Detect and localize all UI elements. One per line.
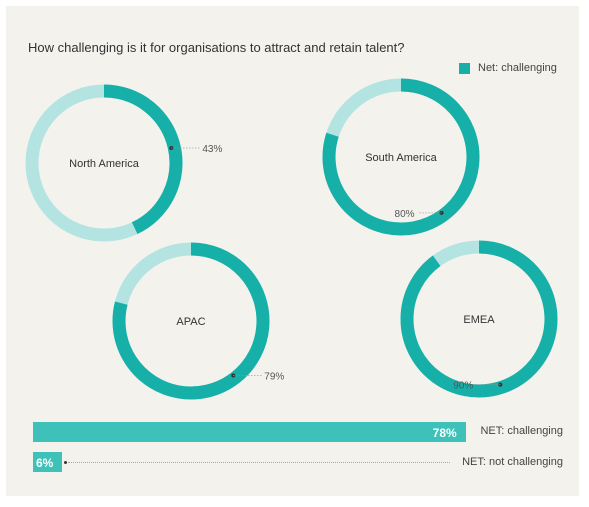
net-bars: 78% NET: challenging 6% NET: not challen… [33, 418, 563, 478]
value-label-north-america: 43% [202, 144, 222, 155]
legend: Net: challenging [459, 62, 557, 74]
value-label-emea: 90% [453, 381, 473, 392]
bar-label-not-challenging: NET: not challenging [462, 456, 563, 468]
region-label-south-america: South America [365, 152, 437, 164]
bar-row-challenging: 78% NET: challenging [33, 422, 563, 442]
bar-label-challenging: NET: challenging [480, 425, 563, 437]
donut-arc-north-america [103, 84, 183, 235]
bar-row-not-challenging: 6% NET: not challenging [33, 452, 563, 472]
legend-swatch [459, 62, 470, 74]
donut-arc-apac [112, 242, 270, 400]
region-label-north-america: North America [69, 158, 140, 170]
value-label-south-america: 80% [395, 209, 415, 220]
bar-challenging [33, 422, 466, 442]
bar-leader-not-challenging [68, 462, 450, 463]
donut-charts: North America 43% South America 80% APAC 79% E… [25, 78, 558, 400]
bar-not-challenging [33, 452, 62, 472]
region-label-apac: APAC [176, 316, 205, 328]
donut-arc-emea [400, 240, 558, 398]
legend-label: Net: challenging [478, 62, 557, 74]
region-label-emea: EMEA [463, 314, 495, 326]
value-label-apac: 79% [264, 372, 284, 383]
bar-dot-not-challenging [64, 461, 67, 464]
bar-value-challenging: 78% [432, 426, 457, 440]
bar-value-not-challenging: 6% [36, 456, 54, 470]
donut-arc-south-america [322, 78, 480, 236]
chart-title: How challenging is it for organisations … [28, 40, 405, 55]
